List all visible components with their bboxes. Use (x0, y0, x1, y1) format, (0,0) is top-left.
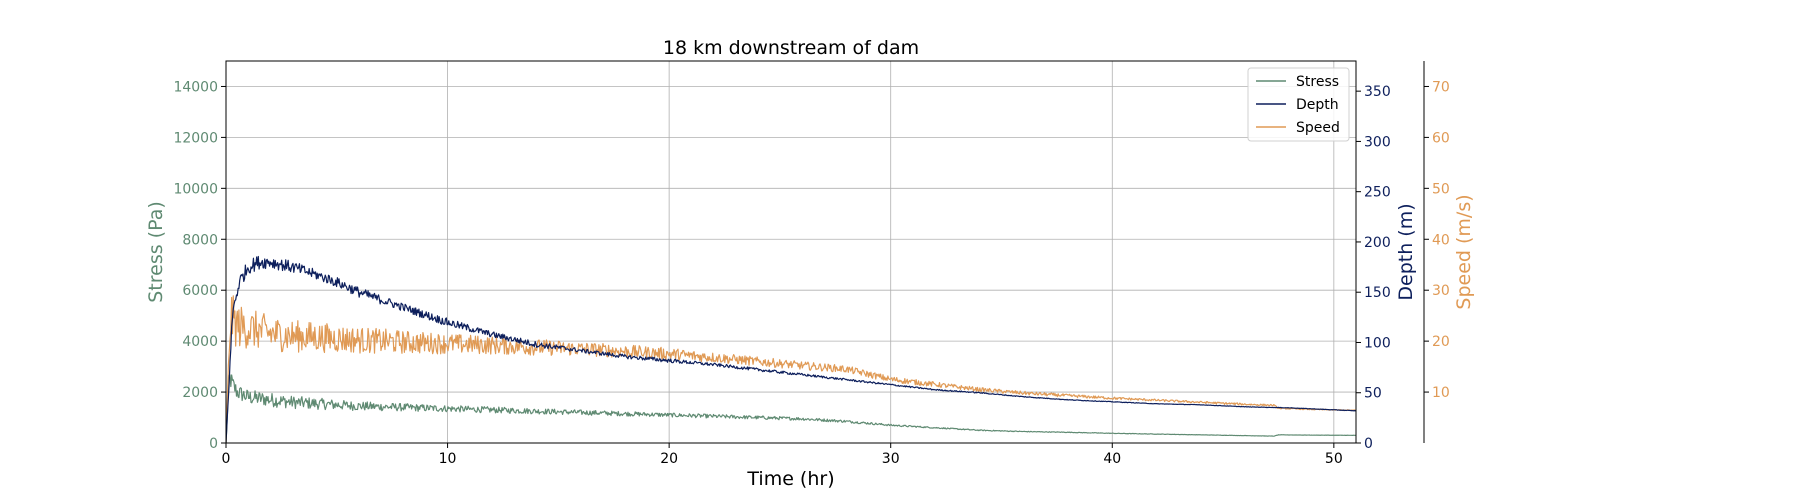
series-line-depth (226, 255, 1356, 443)
chart-title: 18 km downstream of dam (663, 37, 919, 59)
speed-tick-label: 20 (1432, 334, 1450, 350)
stress-axis-label: Stress (Pa) (145, 201, 167, 303)
depth-tick-label: 350 (1364, 84, 1391, 100)
speed-tick-label: 30 (1432, 283, 1450, 299)
depth-tick-label: 250 (1364, 185, 1391, 201)
plot-area (226, 255, 1356, 443)
depth-tick-label: 150 (1364, 285, 1391, 301)
x-tick-label: 0 (222, 451, 231, 467)
series-layer (226, 255, 1356, 443)
stress-tick-label: 14000 (173, 79, 218, 95)
stress-tick-label: 12000 (173, 130, 218, 146)
speed-axis-label: Speed (m/s) (1453, 194, 1475, 309)
x-tick-label: 10 (439, 451, 457, 467)
legend-label-speed: Speed (1296, 120, 1340, 136)
speed-tick-label: 10 (1432, 385, 1450, 401)
legend-label-depth: Depth (1296, 97, 1339, 113)
series-line-speed (226, 295, 1356, 443)
speed-tick-label: 40 (1432, 232, 1450, 248)
plot-frame (225, 60, 1357, 444)
depth-axis-ticks: 0 50 100 150 200 250 300 350 (1356, 84, 1391, 452)
depth-tick-label: 50 (1364, 386, 1382, 402)
depth-tick-label: 200 (1364, 235, 1391, 251)
speed-axis-ticks: 10 20 30 40 50 60 70 (1424, 79, 1450, 401)
x-axis-label: Time (hr) (746, 468, 834, 490)
depth-axis-label: Depth (m) (1395, 203, 1417, 300)
depth-tick-label: 300 (1364, 134, 1391, 150)
stress-tick-label: 2000 (182, 385, 218, 401)
stress-tick-label: 6000 (182, 283, 218, 299)
depth-tick-label: 0 (1364, 436, 1373, 452)
legend-box (1247, 67, 1350, 142)
stress-tick-label: 4000 (182, 334, 218, 350)
stress-tick-label: 8000 (182, 232, 218, 248)
speed-tick-label: 50 (1432, 181, 1450, 197)
legend-label-stress: Stress (1296, 74, 1339, 90)
x-tick-label: 20 (660, 451, 678, 467)
depth-tick-label: 100 (1364, 335, 1391, 351)
x-tick-label: 50 (1325, 451, 1343, 467)
series-line-stress (226, 374, 1356, 443)
stress-axis-ticks: 0 2000 4000 6000 8000 10000 12000 14000 (173, 79, 226, 452)
speed-tick-label: 60 (1432, 130, 1450, 146)
stress-tick-label: 0 (209, 436, 218, 452)
x-axis-ticks: 0 10 20 30 40 50 (222, 443, 1343, 467)
x-tick-label: 40 (1103, 451, 1121, 467)
stress-tick-label: 10000 (173, 181, 218, 197)
x-tick-label: 30 (882, 451, 900, 467)
speed-tick-label: 70 (1432, 79, 1450, 95)
legend: Stress Depth Speed (1247, 67, 1350, 142)
